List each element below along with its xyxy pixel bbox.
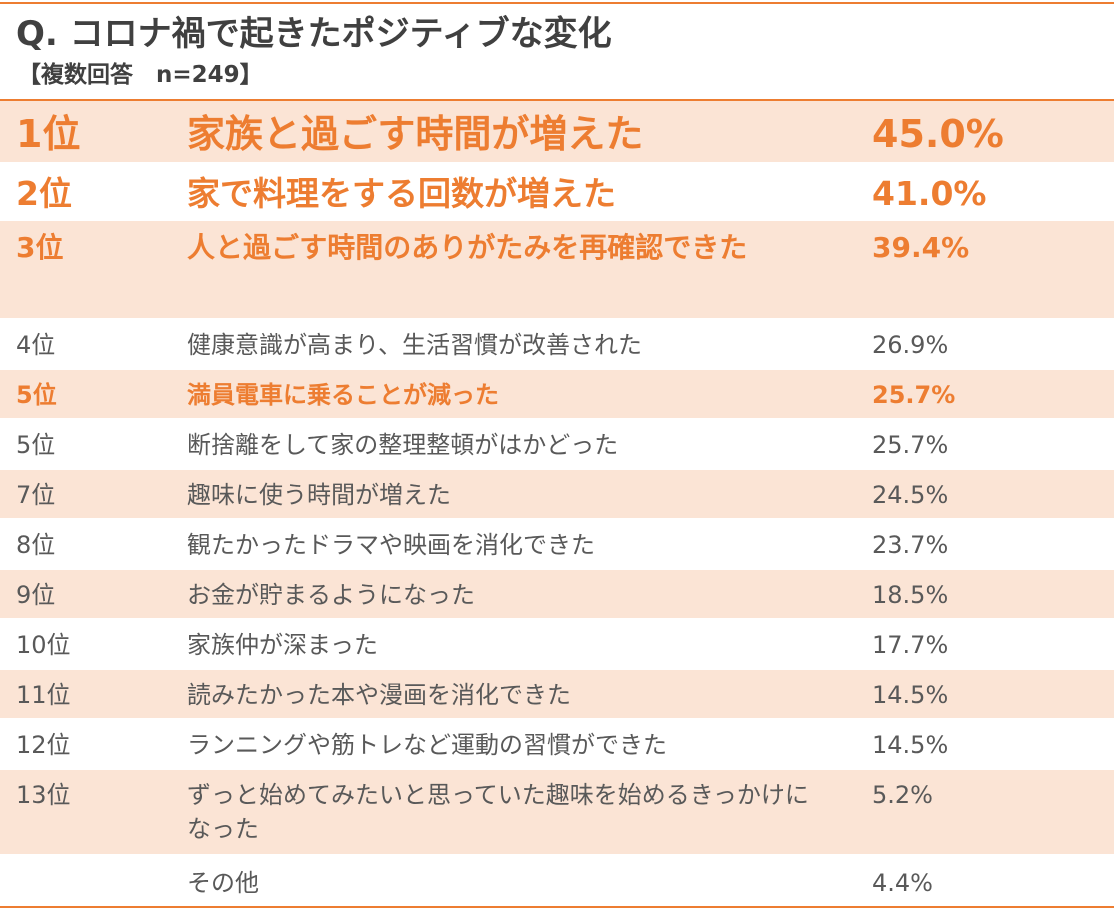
chart-title: Q. コロナ禍で起きたポジティブな変化 [16,14,612,54]
table-row-rank-7: 7位 趣味に使う時間が増えた 24.5% [0,470,1114,520]
item-label: 人と過ごす時間のありがたみを再確認できた [187,231,748,264]
item-label: お金が貯まるようになった [187,581,475,609]
rank-cell: 4位 [16,331,56,359]
table-row-rank-5b: 5位 断捨離をして家の整理整頓がはかどった 25.7% [0,420,1114,470]
header-rule [0,99,1114,101]
item-label: 読みたかった本や漫画を消化できた [187,681,571,709]
table-row-rank-1: 1位 家族と過ごす時間が増えた 45.0% [0,101,1114,164]
rank-cell: 10位 [16,631,71,659]
table-row-rank-2: 2位 家で料理をする回数が増えた 41.0% [0,164,1114,221]
rank-cell: 5位 [16,431,56,459]
rank-cell: 11位 [16,681,71,709]
item-label: 趣味に使う時間が増えた [187,481,451,509]
percent-value: 14.5% [872,681,949,709]
percent-value: 26.9% [872,331,949,359]
percent-value: 24.5% [872,481,949,509]
rank-cell: 12位 [16,731,71,759]
item-label: 満員電車に乗ることが減った [187,381,499,409]
rank-cell: 5位 [16,381,57,409]
item-label: ランニングや筋トレなど運動の習慣ができた [187,731,667,759]
item-label: 家族と過ごす時間が増えた [187,112,644,156]
table-row-rank-8: 8位 観たかったドラマや映画を消化できた 23.7% [0,520,1114,570]
item-label: 家で料理をする回数が増えた [187,174,616,213]
percent-value: 41.0% [872,174,987,213]
table-row-rank-11: 11位 読みたかった本や漫画を消化できた 14.5% [0,670,1114,720]
rank-cell: 2位 [16,174,72,213]
item-label: ずっと始めてみたいと思っていた趣味を始めるきっかけになった [187,781,809,843]
percent-value: 23.7% [872,531,949,559]
percent-value: 17.7% [872,631,949,659]
percent-value: 45.0% [872,112,1004,156]
percent-value: 5.2% [872,781,933,809]
rank-cell: 9位 [16,581,56,609]
ranking-rows: 1位 家族と過ごす時間が増えた 45.0% 2位 家で料理をする回数が増えた 4… [0,101,1114,906]
percent-value: 18.5% [872,581,949,609]
chart-subtitle: 【複数回答 n=249】 [18,62,263,88]
top-rule [0,2,1114,4]
table-row-rank-5a: 5位 満員電車に乗ることが減った 25.7% [0,370,1114,420]
rank-cell: 1位 [16,112,81,156]
percent-value: 39.4% [872,231,970,264]
rank-cell: 7位 [16,481,56,509]
bottom-rule [0,906,1114,908]
item-label: 健康意識が高まり、生活習慣が改善された [187,331,643,359]
item-label: その他 [187,869,259,897]
item-label: 家族仲が深まった [187,631,379,659]
table-row-rank-10: 10位 家族仲が深まった 17.7% [0,620,1114,670]
rank-cell: 3位 [16,231,64,264]
item-label: 観たかったドラマや映画を消化できた [187,531,595,559]
table-row-rank-12: 12位 ランニングや筋トレなど運動の習慣ができた 14.5% [0,720,1114,770]
percent-value: 14.5% [872,731,949,759]
table-row-rank-4: 4位 健康意識が高まり、生活習慣が改善された 26.9% [0,320,1114,370]
rank-cell: 8位 [16,531,56,559]
percent-value: 25.7% [872,431,949,459]
rank-cell: 13位 [16,781,71,809]
table-row-rank-3: 3位 人と過ごす時間のありがたみを再確認できた 39.4% [0,221,1114,320]
table-row-other: その他 4.4% [0,856,1114,906]
percent-value: 25.7% [872,381,956,409]
item-label: 断捨離をして家の整理整頓がはかどった [187,431,619,459]
table-row-rank-9: 9位 お金が貯まるようになった 18.5% [0,570,1114,620]
percent-value: 4.4% [872,869,933,897]
table-row-rank-13: 13位 ずっと始めてみたいと思っていた趣味を始めるきっかけになった 5.2% [0,770,1114,856]
